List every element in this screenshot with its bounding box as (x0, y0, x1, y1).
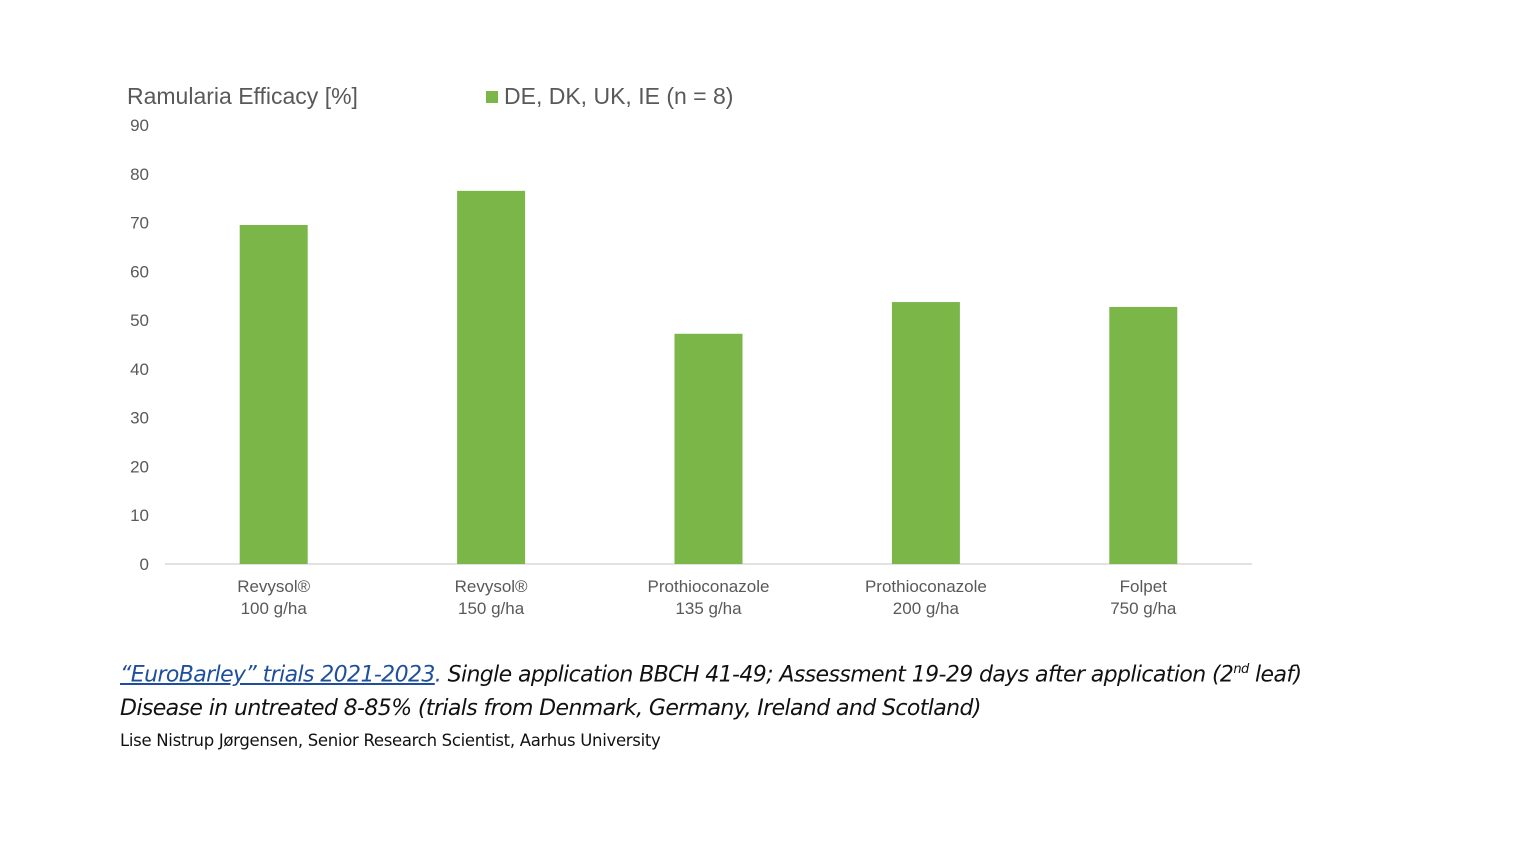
bar (1109, 306, 1178, 564)
legend-label: DE, DK, UK, IE (n = 8) (504, 83, 734, 109)
x-tick-label: 150 g/ha (458, 599, 525, 618)
x-tick-label: 750 g/ha (1110, 599, 1177, 618)
eurobarley-link[interactable]: “EuroBarley” trials 2021-2023 (120, 662, 435, 688)
y-tick-label: 0 (140, 555, 149, 574)
y-tick-label: 10 (130, 506, 149, 525)
caption-line-2: Disease in untreated 8-85% (trials from … (120, 696, 981, 721)
x-tick-label: Prothioconazole (648, 577, 770, 596)
legend: DE, DK, UK, IE (n = 8) (486, 83, 733, 110)
x-tick-label: Folpet (1120, 577, 1168, 596)
x-tick-label: Prothioconazole (865, 577, 987, 596)
y-tick-label: 90 (130, 116, 149, 135)
bar (239, 224, 308, 564)
y-tick-label: 70 (130, 214, 149, 233)
caption-line-1: “EuroBarley” trials 2021-2023. Single ap… (120, 662, 1302, 688)
x-tick-label: 135 g/ha (675, 599, 742, 618)
y-tick-label: 40 (130, 360, 149, 379)
x-tick-label: Revysol® (237, 577, 310, 596)
y-axis-title: Ramularia Efficacy [%] (127, 83, 358, 109)
y-tick-label: 50 (130, 311, 149, 330)
bar (457, 190, 526, 564)
x-tick-label: Revysol® (455, 577, 528, 596)
credit: Lise Nistrup Jørgensen, Senior Research … (120, 731, 661, 750)
x-tick-label: 200 g/ha (893, 599, 960, 618)
bar (891, 302, 960, 564)
legend-swatch (486, 90, 498, 103)
y-tick-label: 30 (130, 409, 149, 428)
y-tick-label: 60 (130, 262, 149, 281)
x-tick-label: 100 g/ha (241, 599, 308, 618)
y-tick-label: 20 (130, 457, 149, 476)
bar (674, 333, 743, 564)
y-tick-label: 80 (130, 165, 149, 184)
